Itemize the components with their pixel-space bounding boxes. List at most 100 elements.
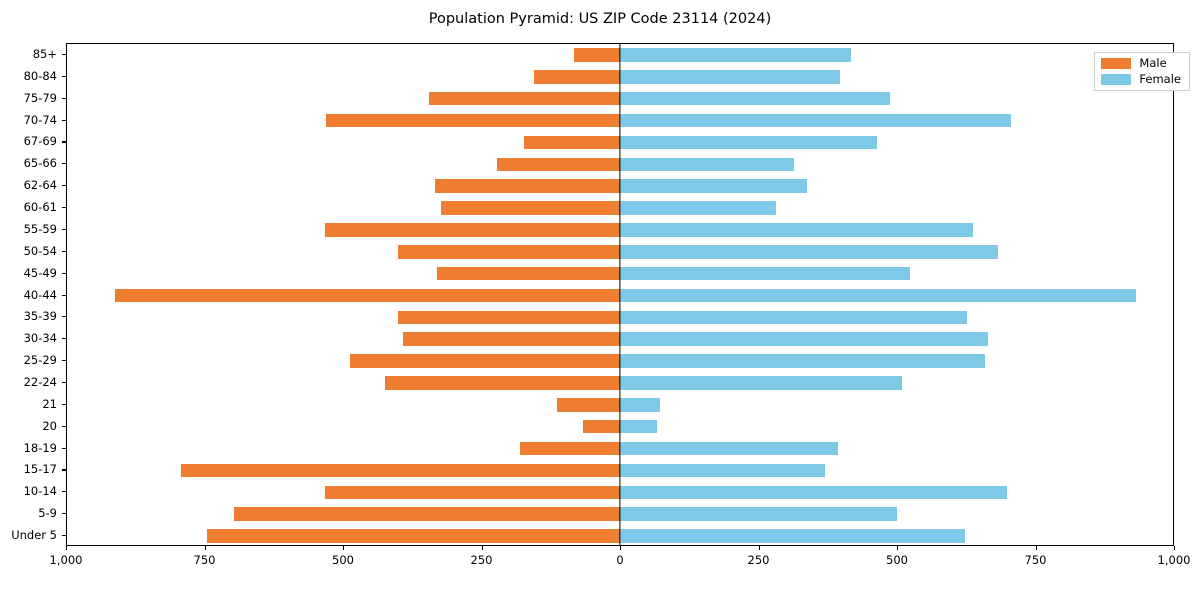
bar-female-45-49[interactable] [620, 266, 911, 281]
x-tick-label: 1,000 [1157, 553, 1191, 567]
y-tick-mark [62, 316, 66, 318]
bar-female-21[interactable] [620, 398, 660, 412]
y-tick-label: 21 [42, 396, 57, 411]
x-tick-mark [1174, 546, 1176, 550]
x-axis: 1,000 750 500 250 0 250 500 750 1,000 [0, 546, 1200, 586]
bar-row [67, 419, 1173, 434]
legend[interactable]: Male Female [1094, 52, 1190, 91]
bar-male-67-69[interactable] [524, 135, 620, 150]
bar-male-10-14[interactable] [325, 485, 620, 500]
x-tick-mark [1035, 546, 1037, 550]
bar-female-55-59[interactable] [620, 223, 973, 237]
y-tick-mark [62, 425, 66, 427]
bar-male-20[interactable] [582, 419, 620, 434]
y-tick-label: 20 [42, 418, 57, 433]
x-tick-label: 750 [1024, 553, 1047, 567]
bar-row [67, 266, 1173, 281]
y-tick-mark [62, 403, 66, 405]
y-tick-mark [62, 272, 66, 274]
bar-female-30-34[interactable] [620, 332, 988, 346]
bar-male-55-59[interactable] [324, 223, 620, 237]
y-tick-label: 65-66 [23, 156, 57, 171]
bar-male-62-64[interactable] [434, 179, 620, 193]
bar-female-70-74[interactable] [620, 113, 1011, 128]
y-tick-mark [62, 119, 66, 121]
bar-male-75-79[interactable] [428, 91, 620, 106]
bar-male-65-66[interactable] [497, 157, 620, 172]
bar-male-70-74[interactable] [326, 113, 620, 128]
bar-female-40-44[interactable] [620, 288, 1136, 303]
bar-row [67, 48, 1173, 62]
y-tick-mark [62, 338, 66, 340]
bar-female-5-9[interactable] [620, 507, 897, 521]
bar-female-62-64[interactable] [620, 179, 807, 193]
y-tick-label: 25-29 [23, 353, 57, 368]
bar-female-10-14[interactable] [620, 485, 1008, 500]
bar-female-60-61[interactable] [620, 201, 777, 215]
bar-female-15-17[interactable] [620, 463, 825, 478]
y-tick-mark [62, 228, 66, 230]
legend-item[interactable]: Female [1101, 73, 1181, 85]
bar-male-60-61[interactable] [441, 201, 620, 215]
y-tick-mark [62, 491, 66, 493]
y-tick-label: 5-9 [38, 506, 57, 521]
bar-female-under-5[interactable] [620, 529, 966, 543]
y-axis: 85+ 80-84 75-79 70-74 67-69 65-66 62-64 60-61 55… [0, 43, 66, 546]
bar-male-22-24[interactable] [385, 376, 620, 390]
y-tick-label: 85+ [32, 46, 57, 61]
bar-male-50-54[interactable] [398, 244, 620, 259]
y-tick-label: 80-84 [23, 68, 57, 83]
y-tick-mark [62, 141, 66, 143]
y-tick-mark [62, 381, 66, 384]
y-tick-label: 10-14 [23, 484, 57, 499]
bar-female-67-69[interactable] [620, 135, 878, 150]
x-tick-mark [204, 546, 206, 550]
y-tick-mark [62, 97, 66, 99]
bar-male-under-5[interactable] [207, 529, 620, 543]
y-tick-mark [62, 535, 66, 537]
bars-container [67, 44, 1173, 545]
x-tick-mark [343, 546, 345, 550]
bar-male-18-19[interactable] [520, 441, 620, 456]
bar-male-80-84[interactable] [534, 70, 620, 84]
y-tick-label: 67-69 [23, 134, 57, 149]
bar-female-25-29[interactable] [620, 354, 986, 368]
x-tick-label: 250 [747, 553, 770, 567]
y-tick-label: 18-19 [23, 440, 57, 455]
bar-male-85-[interactable] [574, 48, 620, 62]
y-tick-label: 30-34 [23, 331, 57, 346]
bar-female-18-19[interactable] [620, 441, 839, 456]
bar-male-15-17[interactable] [181, 463, 620, 478]
y-tick-mark [62, 360, 66, 362]
x-tick-label: 0 [616, 553, 624, 567]
y-tick-label: 75-79 [23, 90, 57, 105]
zero-axis-line [619, 44, 621, 545]
bar-male-35-39[interactable] [398, 310, 620, 325]
bar-female-22-24[interactable] [620, 376, 902, 390]
bar-row [67, 398, 1173, 412]
bar-female-65-66[interactable] [620, 157, 794, 172]
bar-female-85-[interactable] [620, 48, 852, 62]
bar-male-30-34[interactable] [402, 332, 620, 346]
y-tick-label: 22-24 [23, 374, 57, 389]
bar-row [67, 441, 1173, 456]
bar-female-75-79[interactable] [620, 91, 890, 106]
legend-label: Male [1139, 56, 1167, 70]
y-tick-mark [62, 447, 66, 449]
bar-row [67, 244, 1173, 259]
bar-female-80-84[interactable] [620, 70, 841, 84]
bar-row [67, 354, 1173, 368]
bar-male-5-9[interactable] [233, 507, 620, 521]
bar-male-40-44[interactable] [115, 288, 620, 303]
bar-male-45-49[interactable] [437, 266, 620, 281]
bar-female-50-54[interactable] [620, 244, 998, 259]
bar-female-35-39[interactable] [620, 310, 967, 325]
bar-male-25-29[interactable] [350, 354, 620, 368]
bar-row [67, 507, 1173, 521]
legend-item[interactable]: Male [1101, 56, 1181, 70]
y-tick-mark [62, 469, 66, 471]
legend-swatch-icon [1101, 74, 1132, 85]
bar-male-21[interactable] [556, 398, 620, 412]
bar-female-20[interactable] [620, 419, 658, 434]
